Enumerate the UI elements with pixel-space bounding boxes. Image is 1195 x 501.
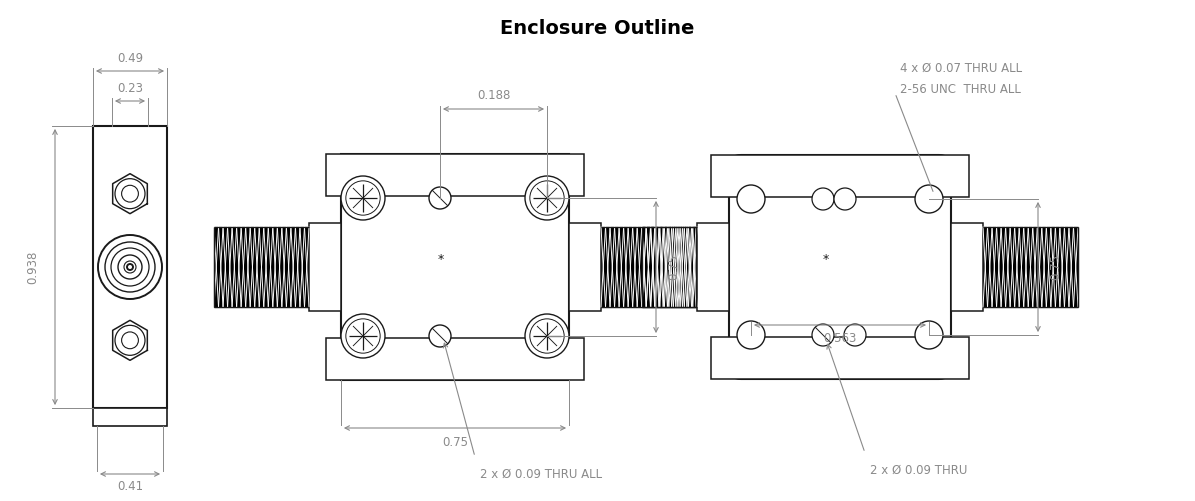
Bar xyxy=(697,223,729,311)
Text: 4 x Ø 0.07 THRU ALL: 4 x Ø 0.07 THRU ALL xyxy=(900,62,1022,75)
Bar xyxy=(983,227,1078,307)
Bar xyxy=(93,408,167,426)
Text: 0.938: 0.938 xyxy=(26,250,39,284)
Circle shape xyxy=(118,255,142,279)
Circle shape xyxy=(737,185,765,213)
Circle shape xyxy=(915,185,943,213)
Circle shape xyxy=(737,321,765,349)
Circle shape xyxy=(429,325,451,347)
Circle shape xyxy=(345,319,380,353)
Text: 0.75: 0.75 xyxy=(1049,254,1062,280)
FancyBboxPatch shape xyxy=(729,155,951,379)
Text: 0.23: 0.23 xyxy=(117,82,143,95)
Circle shape xyxy=(111,248,149,286)
Text: Enclosure Outline: Enclosure Outline xyxy=(500,19,694,38)
Circle shape xyxy=(429,187,451,209)
Text: 2-56 UNC  THRU ALL: 2-56 UNC THRU ALL xyxy=(900,83,1021,96)
Bar xyxy=(326,338,584,380)
Circle shape xyxy=(525,176,569,220)
Bar xyxy=(569,223,601,311)
Circle shape xyxy=(811,324,834,346)
Circle shape xyxy=(105,242,155,292)
Circle shape xyxy=(811,188,834,210)
Bar xyxy=(951,223,983,311)
Text: 0.563: 0.563 xyxy=(823,333,857,346)
Text: 0.41: 0.41 xyxy=(117,480,143,493)
Circle shape xyxy=(341,314,385,358)
Bar xyxy=(310,223,341,311)
Circle shape xyxy=(115,179,145,209)
Bar xyxy=(93,126,167,408)
Circle shape xyxy=(115,325,145,355)
Text: *: * xyxy=(437,253,445,266)
Circle shape xyxy=(341,176,385,220)
Bar xyxy=(326,154,584,196)
Bar xyxy=(214,227,310,307)
Circle shape xyxy=(127,264,133,270)
Text: *: * xyxy=(823,253,829,266)
Bar xyxy=(642,227,697,307)
Circle shape xyxy=(844,324,866,346)
Bar xyxy=(711,337,969,379)
Text: 2 x Ø 0.09 THRU ALL: 2 x Ø 0.09 THRU ALL xyxy=(480,468,602,481)
Text: 2 x Ø 0.09 THRU: 2 x Ø 0.09 THRU xyxy=(870,464,968,477)
Circle shape xyxy=(525,314,569,358)
Text: 0.75: 0.75 xyxy=(668,254,680,280)
Circle shape xyxy=(345,181,380,215)
Circle shape xyxy=(529,319,564,353)
Bar xyxy=(341,154,569,380)
Circle shape xyxy=(124,261,136,273)
Circle shape xyxy=(122,185,139,202)
Text: 0.188: 0.188 xyxy=(477,89,510,102)
Bar xyxy=(601,227,695,307)
Circle shape xyxy=(529,181,564,215)
Circle shape xyxy=(915,321,943,349)
Text: 0.49: 0.49 xyxy=(117,52,143,65)
Text: 0.75: 0.75 xyxy=(442,435,468,448)
Bar xyxy=(711,155,969,197)
Circle shape xyxy=(834,188,856,210)
Circle shape xyxy=(122,332,139,349)
Circle shape xyxy=(98,235,163,299)
